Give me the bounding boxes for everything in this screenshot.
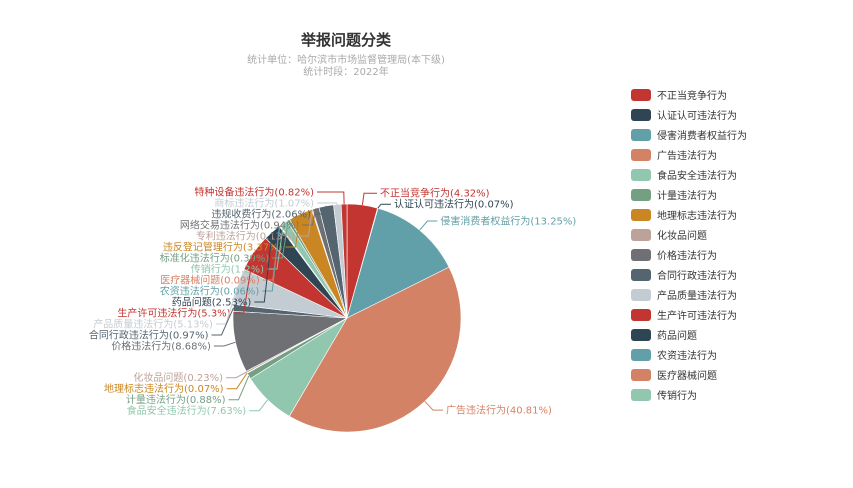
slice-23-label: 特种设备违法行为(0.82%) (194, 186, 314, 199)
slice-15-label: 医疗器械问题(0.09%) (160, 274, 260, 287)
slice-5-label: 食品安全违法行为(7.63%) (127, 404, 247, 417)
legend-item-16[interactable]: 传销行为 (657, 389, 697, 402)
slice-23-leader-line (317, 191, 345, 205)
legend-swatch-14 (631, 349, 651, 361)
legend-swatch-4 (631, 149, 651, 161)
legend-swatch-7 (631, 209, 651, 221)
legend-item-11[interactable]: 产品质量违法行为 (657, 289, 737, 302)
slice-1-leader-line (361, 192, 377, 206)
legend-item-15[interactable]: 医疗器械问题 (657, 369, 717, 382)
slice-18-leader-line (285, 213, 301, 248)
legend-item-8[interactable]: 化妆品问题 (657, 229, 707, 242)
legend-item-6[interactable]: 计量违法行为 (657, 189, 717, 202)
slice-7-label: 地理标志违法行为(0.07%) (104, 382, 224, 395)
slice-2-leader-line (377, 203, 391, 209)
legend-swatch-12 (631, 309, 651, 321)
legend-item-3[interactable]: 侵害消费者权益行为 (657, 129, 747, 142)
slice-3 (346, 207, 450, 319)
legend-item-14[interactable]: 农资违法行为 (657, 349, 717, 362)
legend-item-7[interactable]: 地理标志违法行为 (657, 209, 737, 222)
slice-6-label: 计量违法行为(0.88%) (126, 393, 226, 406)
slice-16-leader-line (267, 223, 285, 270)
slice-3-leader-line (419, 220, 438, 231)
pie-labels: 不正当竞争行为(4.32%)认证认可违法行为(0.07%) 侵害消费者权益行为(1… (89, 186, 577, 418)
slice-19-label: 专利违法行为(0.13%) (196, 230, 296, 243)
slice-12-leader-line (233, 252, 254, 314)
chart-title: 举报问题分类 (300, 31, 392, 49)
legend-item-2[interactable]: 认证认可违法行为 (657, 109, 737, 122)
slice-14-label: 农资违法行为(0.06%) (160, 285, 260, 298)
slice-23 (340, 203, 348, 319)
legend-swatch-15 (631, 369, 651, 381)
legend-item-4[interactable]: 广告违法行为 (657, 149, 717, 162)
legend-swatch-3 (631, 129, 651, 141)
slice-22-leader-line (317, 202, 338, 205)
legend-swatch-6 (631, 189, 651, 201)
slice-20-leader-line (302, 208, 317, 226)
pie-slices (232, 203, 462, 433)
slice-13-leader-line (254, 231, 273, 303)
legend-swatch-16 (631, 389, 651, 401)
legend-swatch-1 (631, 89, 651, 101)
slice-13-label: 药品问题(2.53%) (172, 296, 252, 309)
legend-swatch-9 (631, 249, 651, 261)
slice-10-leader-line (211, 307, 234, 336)
slice-18-label: 违反登记管理行为(3.37%) (163, 241, 283, 254)
legend-swatch-8 (631, 229, 651, 241)
legend-item-1[interactable]: 不正当竞争行为 (657, 89, 727, 102)
legend-swatch-5 (631, 169, 651, 181)
slice-9-leader-line (213, 341, 236, 347)
slice-19-leader-line (298, 209, 313, 237)
legend-item-13[interactable]: 药品问题 (657, 329, 697, 342)
slice-12-label: 生产许可违法行为(5.3%) (117, 307, 230, 320)
legend-item-5[interactable]: 食品安全违法行为 (657, 169, 737, 182)
legend-item-10[interactable]: 合同行政违法行为 (657, 269, 737, 282)
slice-17-label: 标准化违法行为(0.39%) (160, 252, 270, 265)
slice-4-leader-line (424, 400, 443, 411)
slice-22-label: 商标违法行为(1.07%) (214, 197, 314, 210)
legend-item-9[interactable]: 价格违法行为 (657, 249, 717, 262)
slice-3-label: 侵害消费者权益行为(13.25%) (440, 215, 576, 228)
slice-21-leader-line (314, 205, 327, 215)
slice-9-label: 价格违法行为(8.68%) (111, 340, 211, 353)
slice-11-label: 产品质量违法行为(5.13%) (93, 318, 213, 331)
slice-4-label: 广告违法行为(40.81%) (446, 404, 552, 417)
slice-21-label: 违规收费行为(2.06%) (211, 208, 311, 221)
slice-10-label: 合同行政违法行为(0.97%) (89, 329, 209, 342)
slice-2-label: 认证认可违法行为(0.07%) (394, 198, 514, 211)
slice-16-label: 传销行为(1.2%) (191, 263, 264, 276)
slice-1-label: 不正当竞争行为(4.32%) (380, 187, 490, 200)
legend-swatch-11 (631, 289, 651, 301)
legend: 不正当竞争行为认证认可违法行为侵害消费者权益行为广告违法行为食品安全违法行为计量… (631, 89, 747, 402)
legend-swatch-13 (631, 329, 651, 341)
chart-subtitle-period: 统计时段：2022年 (303, 65, 388, 78)
slice-20-label: 网络交易违法行为(0.94%) (180, 219, 300, 232)
slice-7-leader-line (226, 372, 248, 390)
slice-4 (288, 266, 462, 433)
legend-swatch-10 (631, 269, 651, 281)
slice-8-leader-line (226, 371, 247, 379)
chart-subtitle-unit: 统计单位：哈尔滨市市场监督管理局(本下级) (247, 53, 445, 66)
slice-6-leader-line (228, 375, 250, 401)
slice-5-leader-line (249, 399, 268, 412)
legend-swatch-2 (631, 109, 651, 121)
legend-item-12[interactable]: 生产许可违法行为 (657, 309, 737, 322)
slice-8-label: 化妆品问题(0.23%) (133, 371, 223, 384)
